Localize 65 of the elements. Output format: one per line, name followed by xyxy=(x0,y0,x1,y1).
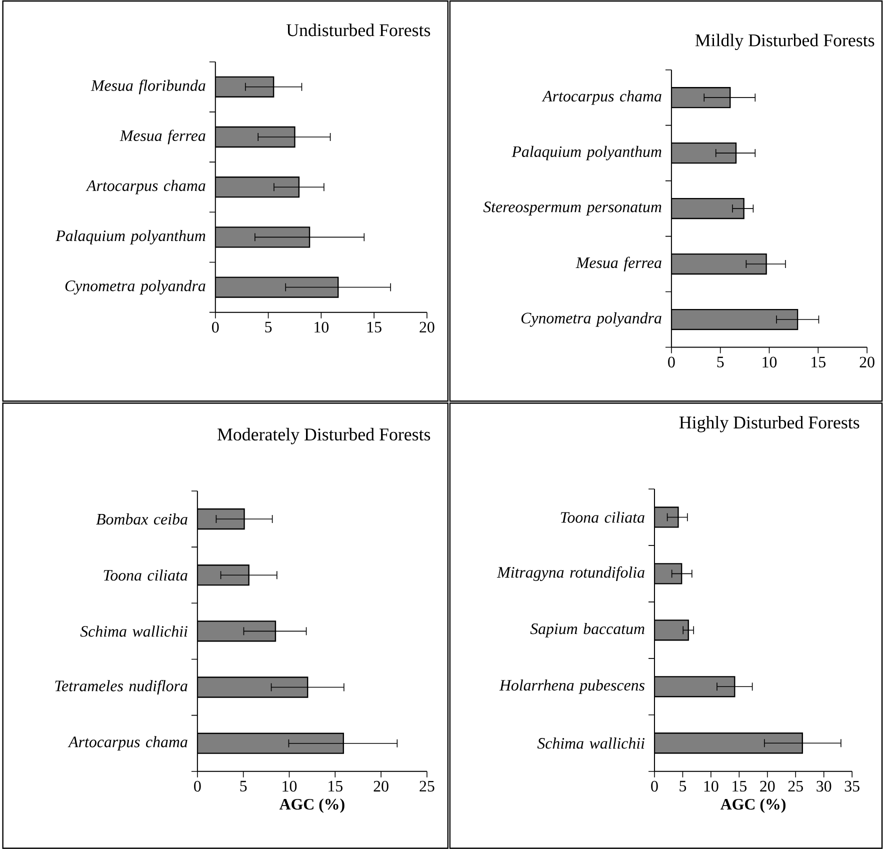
bar xyxy=(215,126,296,148)
chart-title: Moderately Disturbed Forests xyxy=(218,428,430,444)
x-tick-label: 10 xyxy=(762,356,777,368)
chart-title: Highly Disturbed Forests xyxy=(679,416,860,432)
y-tick-label: Holarrhena pubescens xyxy=(499,679,644,694)
y-tick-label: Artocarpus chama xyxy=(86,180,206,194)
bar xyxy=(215,76,274,98)
y-tick-label: Artocarpus chama xyxy=(68,736,188,750)
y-tick-label: Bombax ceiba xyxy=(96,513,188,524)
y-tick-label: Toona ciliata xyxy=(560,512,644,523)
y-tick-label: Palaquium polyanthum xyxy=(56,230,206,244)
x-tick-label: 20 xyxy=(760,780,775,792)
x-tick-label: 10 xyxy=(704,780,718,792)
x-tick-label: 15 xyxy=(812,356,826,368)
x-axis-title: AGC (%) xyxy=(720,798,786,813)
y-tick-label: Tetrameles nudiflora xyxy=(55,680,188,694)
y-tick-label: Stereospermum personatum xyxy=(483,201,662,216)
x-tick-label: 0 xyxy=(194,780,201,792)
chart-title: Undisturbed Forests xyxy=(286,24,430,36)
x-tick-label: 0 xyxy=(212,322,219,332)
y-tick-label: Schima wallichii xyxy=(80,625,188,637)
y-tick-label: Mesua floribunda xyxy=(90,80,206,94)
x-tick-label: 5 xyxy=(680,780,686,792)
x-tick-label: 20 xyxy=(374,780,388,792)
bar xyxy=(654,506,679,528)
bar xyxy=(215,276,339,298)
y-tick-label: Palaquium polyanthum xyxy=(512,146,662,160)
x-tick-label: 0 xyxy=(651,780,658,792)
y-tick-label: Mitragyna rotundifolia xyxy=(496,566,644,581)
y-tick-label: Artocarpus chama xyxy=(542,90,662,105)
x-tick-label: 5 xyxy=(717,356,724,368)
x-tick-label: 15 xyxy=(328,780,342,792)
bar xyxy=(654,563,682,584)
x-tick-label: 5 xyxy=(265,322,272,332)
x-tick-label: 15 xyxy=(368,322,382,332)
bar xyxy=(654,676,736,698)
x-tick-label: 10 xyxy=(282,780,297,792)
x-tick-label: 20 xyxy=(420,322,434,332)
bar xyxy=(197,732,344,754)
y-tick-label: Cynometra polyandra xyxy=(521,312,662,327)
x-tick-label: 15 xyxy=(732,780,746,792)
bar xyxy=(654,619,689,641)
y-tick-label: Toona ciliata xyxy=(104,569,188,581)
x-axis-title: AGC (%) xyxy=(279,798,344,813)
x-tick-label: 30 xyxy=(816,780,832,792)
bar xyxy=(197,676,308,698)
x-tick-label: 5 xyxy=(240,780,247,792)
bar xyxy=(654,732,803,754)
bar xyxy=(215,226,310,248)
x-tick-label: 10 xyxy=(314,322,329,332)
x-tick-label: 35 xyxy=(844,780,860,792)
bar xyxy=(197,564,250,586)
y-tick-label: Mesua ferrea xyxy=(120,130,206,144)
y-tick-label: Sapium baccatum xyxy=(530,622,644,638)
x-tick-label: 20 xyxy=(860,356,874,368)
y-tick-label: Mesua ferrea xyxy=(576,256,662,272)
bar xyxy=(197,620,276,642)
chart-title: Mildly Disturbed Forests xyxy=(695,34,874,50)
y-tick-label: Schima wallichii xyxy=(537,737,645,749)
x-tick-label: 25 xyxy=(420,780,434,792)
x-tick-label: 25 xyxy=(788,780,803,792)
y-tick-label: Cynometra polyandra xyxy=(65,280,206,294)
bar xyxy=(215,176,300,198)
x-tick-label: 0 xyxy=(668,356,675,368)
bar xyxy=(197,508,245,530)
